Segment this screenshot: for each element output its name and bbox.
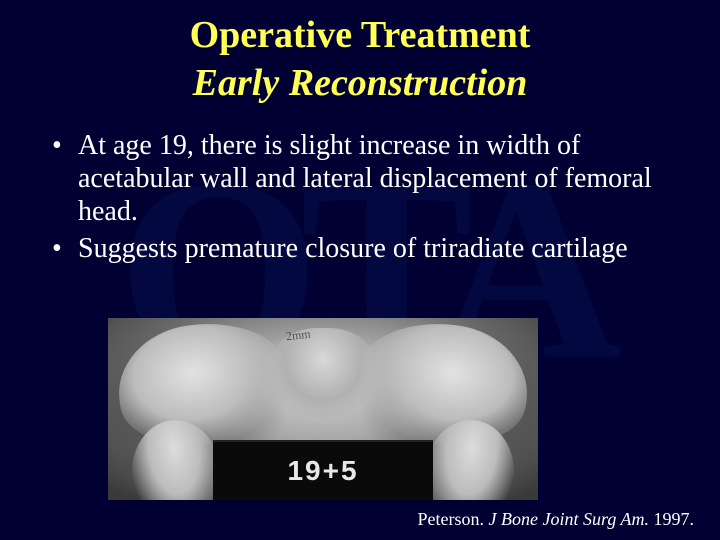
bullet-list: At age 19, there is slight increase in w… (38, 129, 682, 265)
slide-subtitle: Early Reconstruction (38, 62, 682, 106)
bullet-item: At age 19, there is slight increase in w… (48, 129, 682, 228)
xray-plaque-label: 19+5 (287, 455, 358, 487)
citation-author: Peterson. (418, 509, 485, 529)
xray-plaque: 19+5 (213, 440, 433, 500)
xray-render: 2mm 19+5 (108, 318, 538, 500)
slide-content: Operative Treatment Early Reconstruction… (0, 0, 720, 540)
citation: Peterson. J Bone Joint Surg Am. 1997. (418, 509, 694, 530)
bullet-item: Suggests premature closure of triradiate… (48, 232, 682, 265)
citation-year: 1997. (654, 509, 695, 529)
xray-image: 2mm 19+5 (108, 318, 538, 500)
citation-journal: J Bone Joint Surg Am. (489, 509, 649, 529)
slide-title: Operative Treatment (38, 14, 682, 58)
xray-annotation: 2mm (285, 327, 311, 344)
